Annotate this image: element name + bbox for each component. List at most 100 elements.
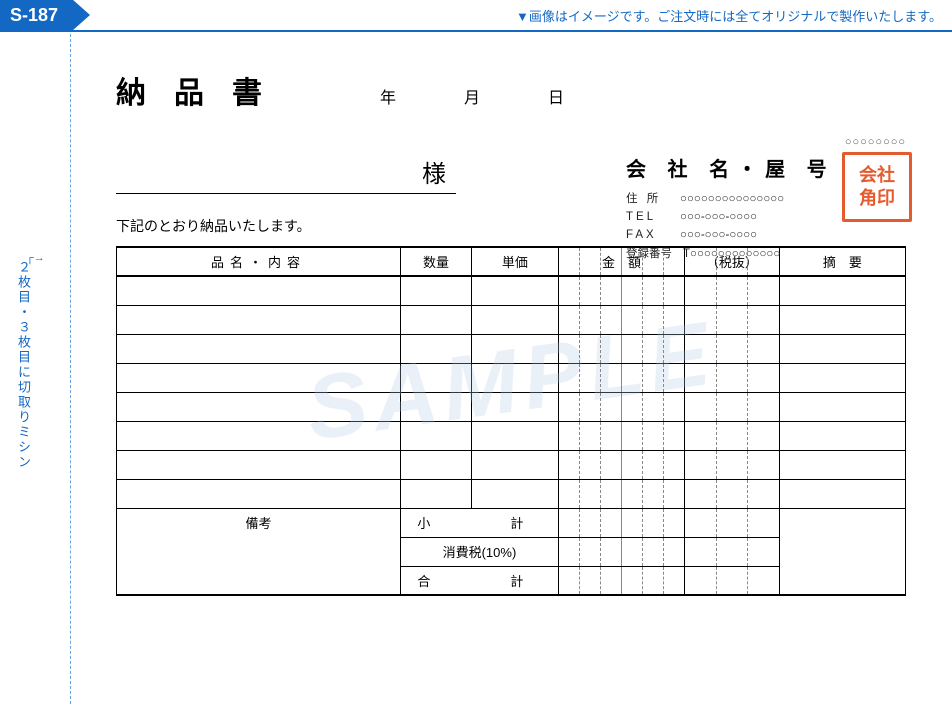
fax-value: ○○○-○○○-○○○○ (680, 229, 757, 241)
cell-note (779, 421, 905, 450)
table-row (117, 450, 906, 479)
cell-tax (685, 537, 780, 566)
address-value: ○○○○○○○○○○○○○○○ (680, 193, 784, 205)
cell-price (472, 334, 559, 363)
cell-amount (558, 450, 684, 479)
table-row (117, 363, 906, 392)
cell-qty (401, 421, 472, 450)
subtotal-label: 小 計 (401, 508, 559, 537)
cell-item (117, 450, 401, 479)
cell-item (117, 276, 401, 305)
cell-tax (685, 276, 780, 305)
cell-note (779, 305, 905, 334)
delivery-table: 品名・内容 数量 単価 金 額 （税抜） 摘 要 備考小 計消費税(10%)合 … (116, 246, 906, 596)
cell-tax (685, 566, 780, 595)
doc-title: 納品書 (116, 68, 290, 112)
product-code-badge: S-187 (0, 0, 72, 31)
th-note: 摘 要 (779, 247, 905, 276)
cell-price (472, 276, 559, 305)
cell-amount (558, 305, 684, 334)
cell-tax (685, 305, 780, 334)
cell-note (779, 450, 905, 479)
th-amount-text: 金 額 (602, 255, 641, 270)
note-summary-cell (779, 508, 905, 595)
cell-tax (685, 334, 780, 363)
th-tax: （税抜） (685, 247, 780, 276)
cell-price (472, 421, 559, 450)
cell-price (472, 450, 559, 479)
table-row (117, 305, 906, 334)
cell-price (472, 363, 559, 392)
cell-price (472, 305, 559, 334)
total-label: 合 計 (401, 566, 559, 595)
header-note: ▼画像はイメージです。ご注文時には全てオリジナルで製作いたします。 (516, 6, 952, 25)
address-label: 住 所 (626, 190, 680, 208)
company-seal-stamp: 会社 角印 (842, 152, 912, 222)
perforation-line (70, 34, 71, 704)
date-units: 年 月 日 (380, 84, 590, 108)
cell-price (472, 479, 559, 508)
cell-item (117, 479, 401, 508)
cell-qty (401, 305, 472, 334)
cell-item (117, 421, 401, 450)
stamp-text: 会社 角印 (859, 164, 895, 211)
th-qty: 数量 (401, 247, 472, 276)
cell-amount (558, 392, 684, 421)
cell-amount (558, 508, 684, 537)
cell-qty (401, 276, 472, 305)
cell-tax (685, 508, 780, 537)
th-amount: 金 額 (558, 247, 684, 276)
cell-item (117, 305, 401, 334)
cell-qty (401, 334, 472, 363)
fax-label: FAX (626, 226, 680, 244)
cell-note (779, 363, 905, 392)
th-item: 品名・内容 (117, 247, 401, 276)
subtotal-row: 備考小 計 (117, 508, 906, 537)
cell-amount (558, 421, 684, 450)
cell-note (779, 392, 905, 421)
cell-amount (558, 566, 684, 595)
cell-amount (558, 334, 684, 363)
cell-note (779, 334, 905, 363)
table-row (117, 421, 906, 450)
document-sheet: SAMPLE 納品書 年 月 日 ○○○○○○○○ 会 社 名・屋 号 住 所○… (80, 40, 942, 698)
tel-value: ○○○-○○○-○○○○ (680, 211, 757, 223)
cell-price (472, 392, 559, 421)
cell-amount (558, 276, 684, 305)
cell-tax (685, 421, 780, 450)
cell-qty (401, 392, 472, 421)
cell-amount (558, 479, 684, 508)
table-row (117, 276, 906, 305)
table-row (117, 479, 906, 508)
table-row (117, 334, 906, 363)
tel-label: TEL (626, 208, 680, 226)
title-row: 納品書 年 月 日 (116, 68, 906, 112)
remarks-cell: 備考 (117, 508, 401, 595)
cell-item (117, 363, 401, 392)
th-price: 単価 (472, 247, 559, 276)
cell-note (779, 479, 905, 508)
table-header-row: 品名・内容 数量 単価 金 額 （税抜） 摘 要 (117, 247, 906, 276)
table-body: 備考小 計消費税(10%)合 計 (117, 276, 906, 595)
header-bar: S-187 ▼画像はイメージです。ご注文時には全てオリジナルで製作いたします。 (0, 0, 952, 32)
cell-tax (685, 363, 780, 392)
cell-tax (685, 479, 780, 508)
cell-qty (401, 363, 472, 392)
cell-note (779, 276, 905, 305)
cell-tax (685, 450, 780, 479)
side-label: ２枚目・３枚目に切取りミシン (14, 260, 33, 470)
cell-amount (558, 363, 684, 392)
company-code: ○○○○○○○○ (626, 134, 906, 152)
cell-amount (558, 537, 684, 566)
cell-qty (401, 479, 472, 508)
recipient-line: 様 (116, 154, 456, 194)
cell-qty (401, 450, 472, 479)
tax-label: 消費税(10%) (401, 537, 559, 566)
product-code: S-187 (10, 5, 58, 26)
recipient-suffix: 様 (422, 161, 446, 188)
cell-tax (685, 392, 780, 421)
cell-item (117, 392, 401, 421)
th-tax-text: （税抜） (706, 255, 758, 270)
cell-item (117, 334, 401, 363)
table-row (117, 392, 906, 421)
